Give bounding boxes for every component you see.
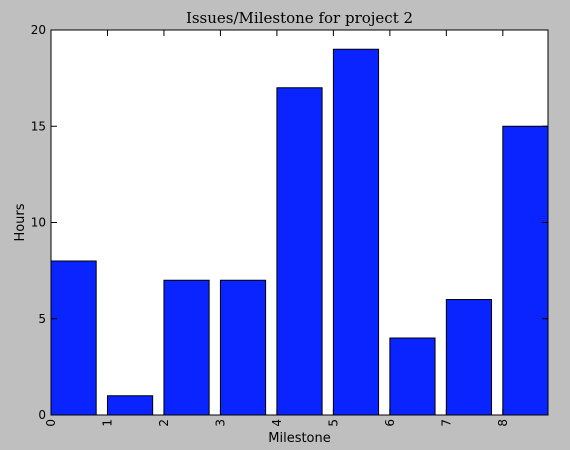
y-tick-label: 20 bbox=[31, 23, 46, 37]
y-tick-label: 0 bbox=[38, 408, 46, 422]
x-tick-label: 3 bbox=[213, 419, 227, 427]
y-tick-label: 10 bbox=[31, 216, 46, 230]
bar-3 bbox=[219, 279, 267, 416]
x-tick-label: 6 bbox=[383, 419, 397, 427]
x-axis: 0 1 2 3 4 5 6 7 8 bbox=[44, 30, 510, 427]
bar-6 bbox=[389, 337, 436, 416]
bar-1 bbox=[106, 395, 154, 416]
x-tick-label: 0 bbox=[44, 419, 58, 427]
x-tick-label: 4 bbox=[270, 419, 284, 427]
y-axis-label: Hours bbox=[13, 203, 28, 241]
x-axis-label: Milestone bbox=[268, 431, 331, 446]
y-tick-label: 5 bbox=[38, 312, 46, 326]
chart-title: Issues/Milestone for project 2 bbox=[186, 9, 413, 27]
x-tick-label: 2 bbox=[157, 419, 171, 427]
x-tick-label: 8 bbox=[496, 419, 510, 427]
x-tick-label: 1 bbox=[100, 419, 114, 427]
x-tick-label: 7 bbox=[439, 419, 453, 427]
bar-5 bbox=[332, 48, 380, 416]
bars-group bbox=[50, 48, 549, 416]
y-axis: 0 5 10 15 20 bbox=[31, 23, 548, 422]
bar-4 bbox=[276, 87, 323, 416]
y-tick-label: 15 bbox=[31, 119, 46, 133]
bar-2 bbox=[163, 279, 210, 416]
bar-8 bbox=[502, 125, 549, 416]
bar-0 bbox=[50, 260, 97, 416]
bar-7 bbox=[445, 299, 493, 416]
x-tick-label: 5 bbox=[326, 419, 340, 427]
